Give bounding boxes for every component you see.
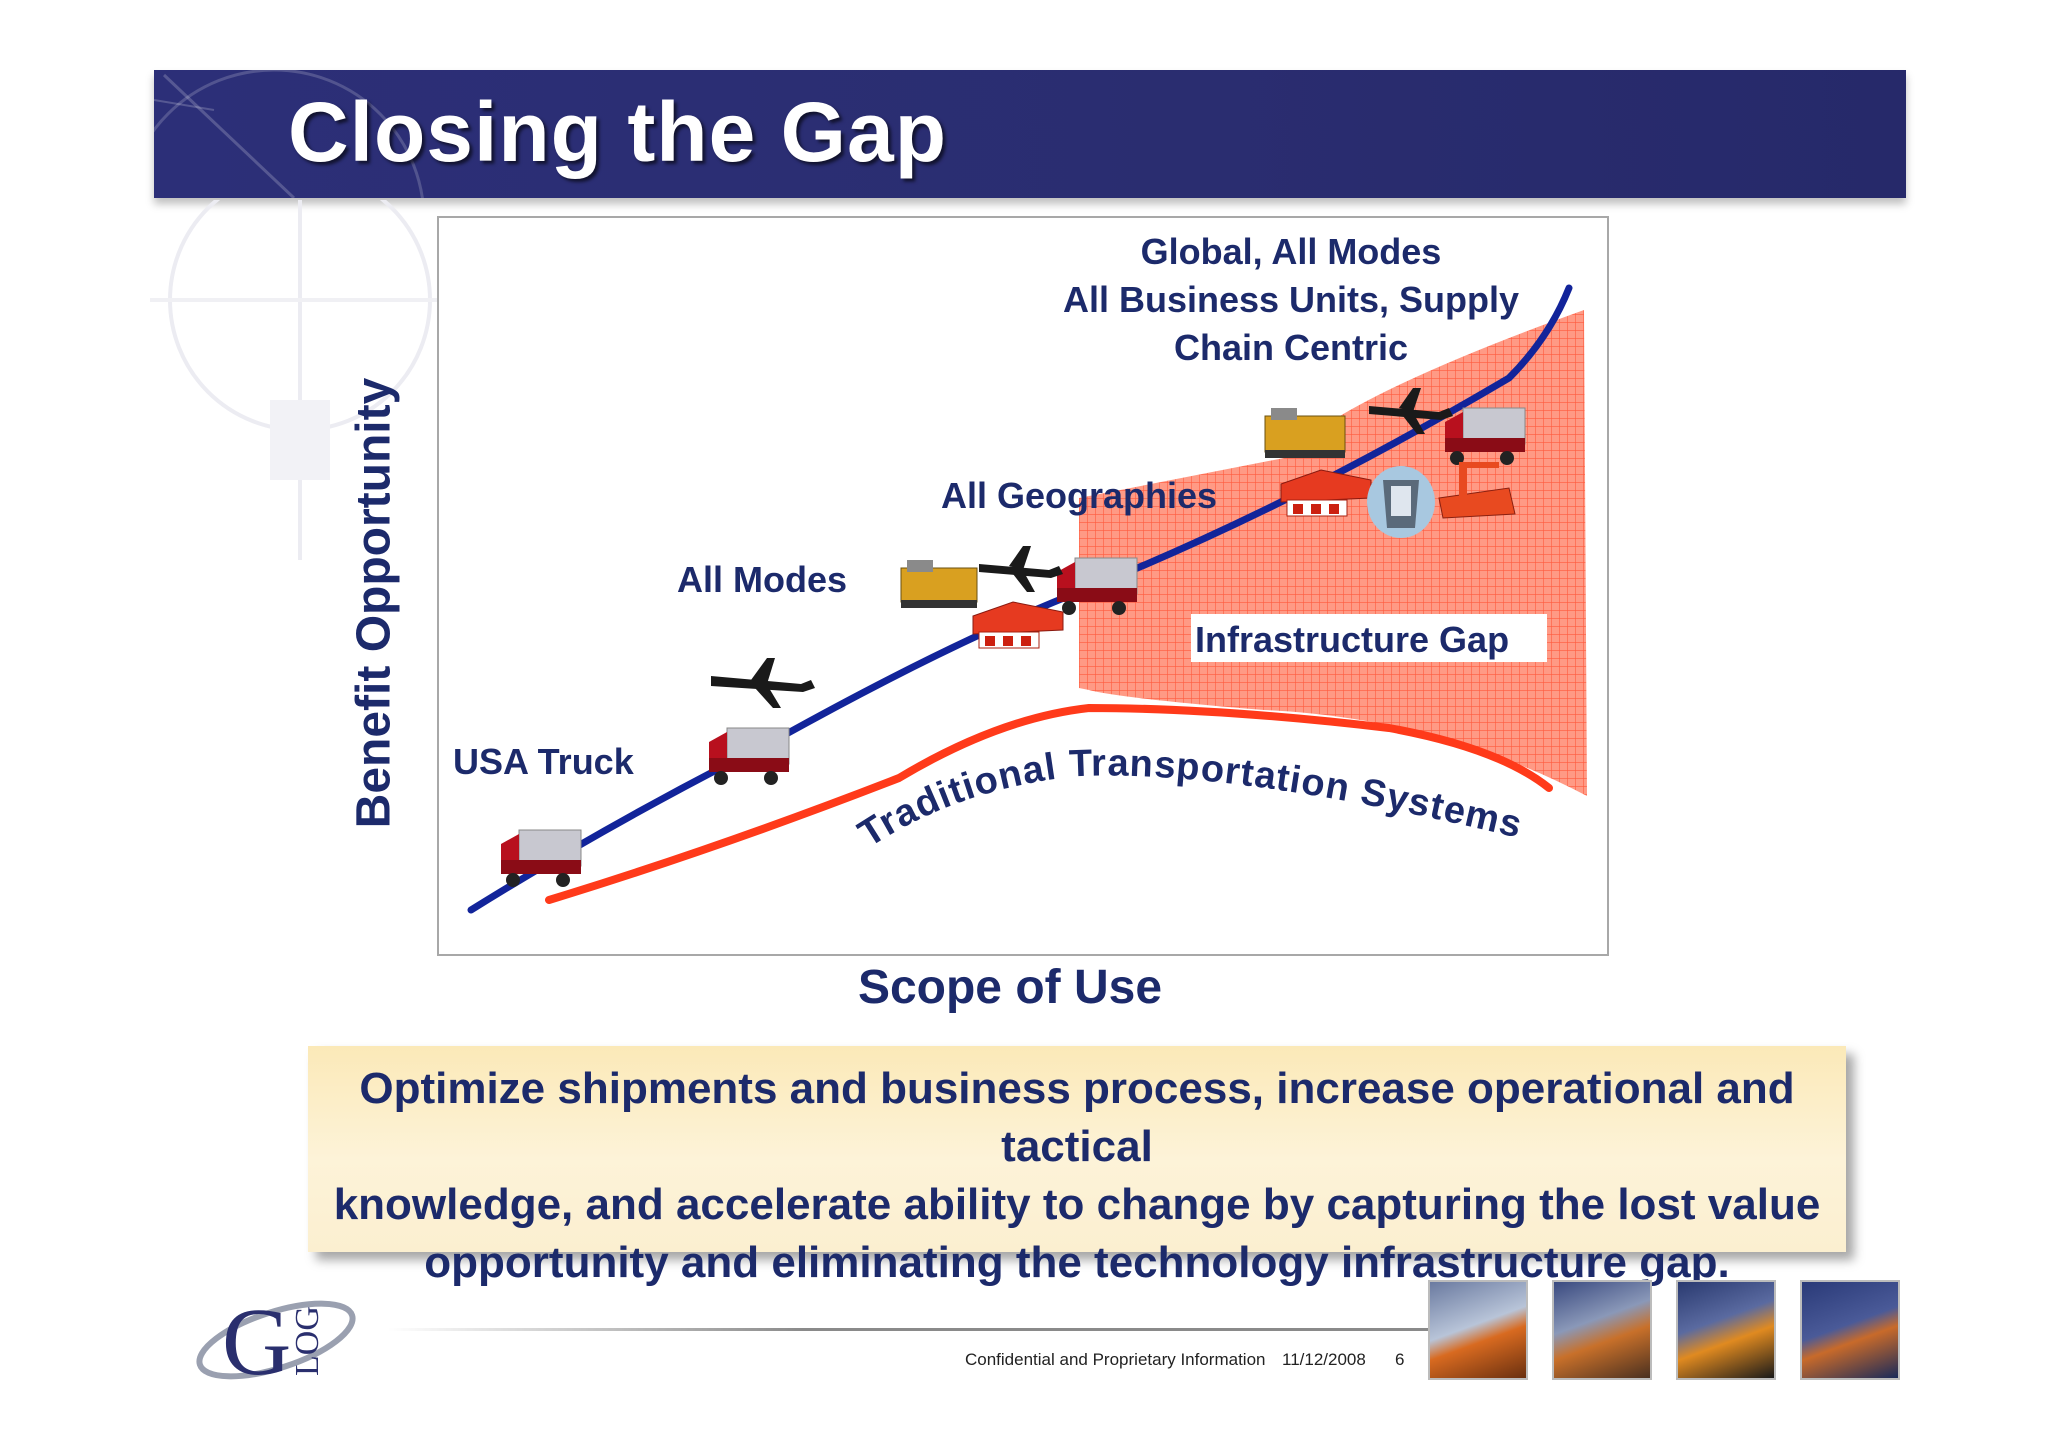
svg-text:LOG: LOG [289, 1306, 326, 1376]
title-bar: Closing the Gap [154, 70, 1906, 198]
truck-thumbnail-icon [1676, 1280, 1776, 1380]
summary-callout: Optimize shipments and business process,… [308, 1046, 1846, 1287]
footer-confidential: Confidential and Proprietary Information [965, 1350, 1266, 1369]
locomotive-icon [900, 560, 978, 608]
ship-thumbnail-icon [1800, 1280, 1900, 1380]
footer-page-number: 6 [1395, 1350, 1405, 1369]
truck-icon [1445, 407, 1526, 465]
warehouse-icon [972, 601, 1064, 649]
label-infrastructure-gap: Infrastructure Gap [1195, 619, 1509, 660]
label-all-modes: All Modes [677, 559, 847, 600]
diagram-frame: USA Truck All Modes All Geographies Glob… [437, 216, 1609, 956]
airplane-icon [1369, 388, 1453, 434]
callout-line-3: opportunity and eliminating the technolo… [424, 1238, 1730, 1287]
warehouse-icon [1280, 469, 1372, 517]
label-global-line1: Global, All Modes [1141, 231, 1442, 272]
svg-text:G: G [222, 1288, 291, 1390]
label-usa-truck: USA Truck [453, 741, 635, 782]
footer-date: 11/12/2008 [1282, 1350, 1366, 1369]
warehouse-thumbnail-icon [1552, 1280, 1652, 1380]
locomotive-icon [1264, 408, 1346, 458]
rail-thumbnail-icon [1428, 1280, 1528, 1380]
airplane-icon [711, 658, 815, 708]
compass-background-icon [150, 200, 450, 560]
label-global-line2: All Business Units, Supply [1063, 279, 1519, 320]
page-title: Closing the Gap [288, 85, 948, 179]
traditional-transportation-line [545, 703, 1553, 904]
glog-logo-icon: G LOG [196, 1288, 356, 1390]
truck-icon [501, 829, 582, 887]
compass-watermark-icon [154, 70, 424, 198]
footer-divider [388, 1328, 1428, 1331]
callout-line-2: knowledge, and accelerate ability to cha… [333, 1180, 1821, 1229]
label-traditional-transportation: Traditional Transportation Systems [851, 742, 1526, 855]
airplane-icon [979, 546, 1063, 592]
truck-icon [709, 727, 790, 785]
label-global-line3: Chain Centric [1174, 327, 1408, 368]
callout-line-1: Optimize shipments and business process,… [359, 1064, 1795, 1171]
label-all-geographies: All Geographies [941, 475, 1217, 516]
gap-label-box [1191, 614, 1547, 662]
truck-icon [1057, 557, 1138, 615]
diagram-canvas: USA Truck All Modes All Geographies Glob… [453, 231, 1587, 914]
ship-icon [1367, 466, 1435, 538]
y-axis-label: Benefit Opportunity [347, 377, 401, 829]
callout-text: Optimize shipments and business process,… [308, 1060, 1846, 1292]
x-axis-label: Scope of Use [857, 961, 1163, 1014]
port-crane-icon [1438, 462, 1516, 519]
